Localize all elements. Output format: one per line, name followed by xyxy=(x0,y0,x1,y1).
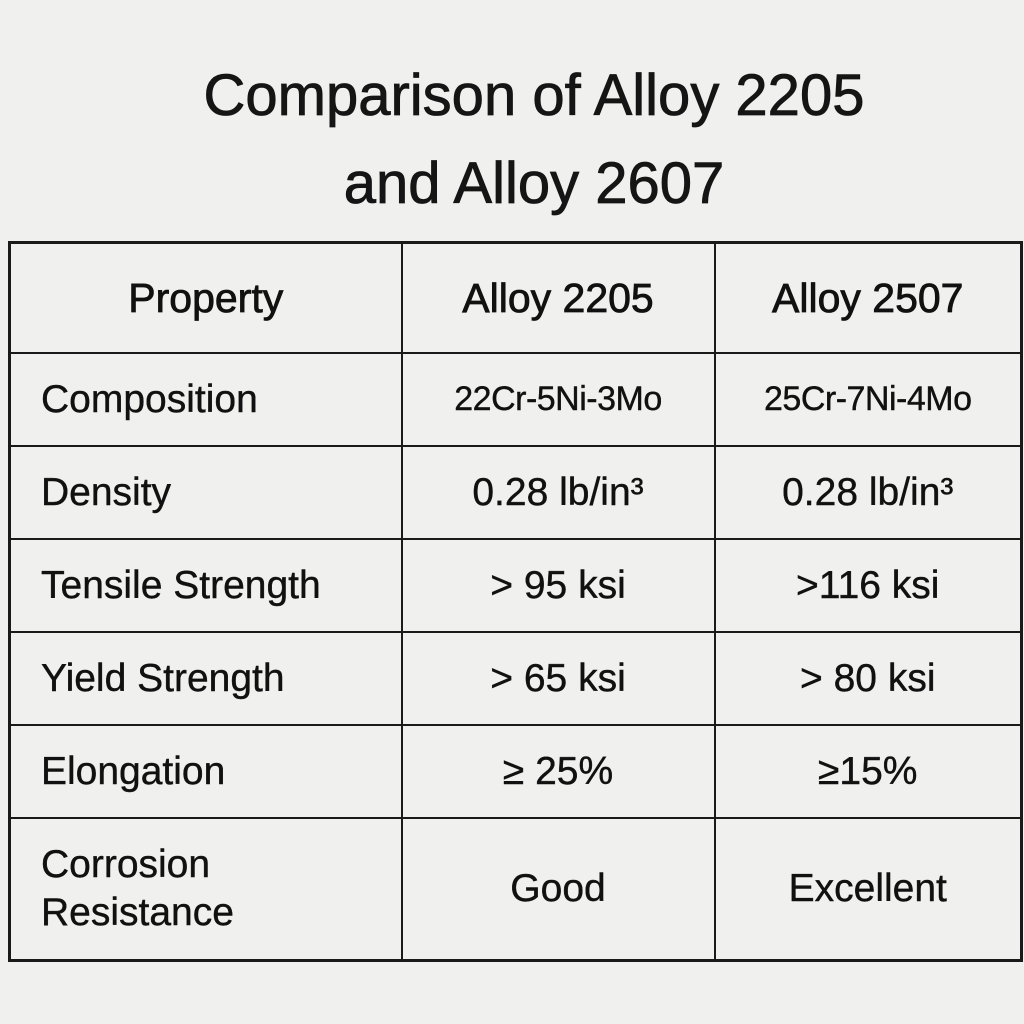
property-cell: Elongation xyxy=(8,724,403,819)
table-row: Yield Strength > 65 ksi > 80 ksi xyxy=(8,631,1023,726)
property-cell: Density xyxy=(8,445,403,540)
alloy-2205-cell: 0.28 lb/in³ xyxy=(400,445,716,540)
table-row: Corrosion Resistance Good Excellent xyxy=(8,817,1023,962)
table-header-row: Property Alloy 2205 Alloy 2507 xyxy=(8,241,1023,354)
alloy-2507-cell: > 80 ksi xyxy=(713,631,1023,726)
header-alloy-2507: Alloy 2507 xyxy=(713,241,1023,354)
title-line-1: Comparison of Alloy 2205 xyxy=(203,63,865,129)
alloy-2205-cell: ≥ 25% xyxy=(400,724,716,819)
alloy-comparison-table: Property Alloy 2205 Alloy 2507 Compositi… xyxy=(8,241,1023,962)
alloy-2507-cell: 25Cr-7Ni-4Mo xyxy=(713,352,1023,447)
property-cell: Corrosion Resistance xyxy=(8,817,403,962)
table-row: Density 0.28 lb/in³ 0.28 lb/in³ xyxy=(8,445,1023,540)
alloy-2507-cell: >116 ksi xyxy=(713,538,1023,633)
alloy-2205-cell: > 65 ksi xyxy=(400,631,716,726)
header-property: Property xyxy=(8,241,403,354)
property-cell: Composition xyxy=(8,352,403,447)
alloy-2507-cell: Excellent xyxy=(713,817,1023,962)
page-title: Comparison of Alloy 2205 and Alloy 2607 xyxy=(0,52,1024,228)
title-line-2: and Alloy 2607 xyxy=(343,151,725,217)
alloy-2205-cell: Good xyxy=(400,817,716,962)
header-alloy-2205: Alloy 2205 xyxy=(400,241,716,354)
table-row: Composition 22Cr-5Ni-3Mo 25Cr-7Ni-4Mo xyxy=(8,352,1023,447)
alloy-2507-cell: 0.28 lb/in³ xyxy=(713,445,1023,540)
table-row: Elongation ≥ 25% ≥15% xyxy=(8,724,1023,819)
property-line-1: Corrosion xyxy=(41,843,211,886)
table-row: Tensile Strength > 95 ksi >116 ksi xyxy=(8,538,1023,633)
property-line-2: Resistance xyxy=(41,891,234,934)
property-cell: Yield Strength xyxy=(8,631,403,726)
property-cell: Tensile Strength xyxy=(8,538,403,633)
alloy-2205-cell: > 95 ksi xyxy=(400,538,716,633)
alloy-2507-cell: ≥15% xyxy=(713,724,1023,819)
alloy-2205-cell: 22Cr-5Ni-3Mo xyxy=(400,352,716,447)
